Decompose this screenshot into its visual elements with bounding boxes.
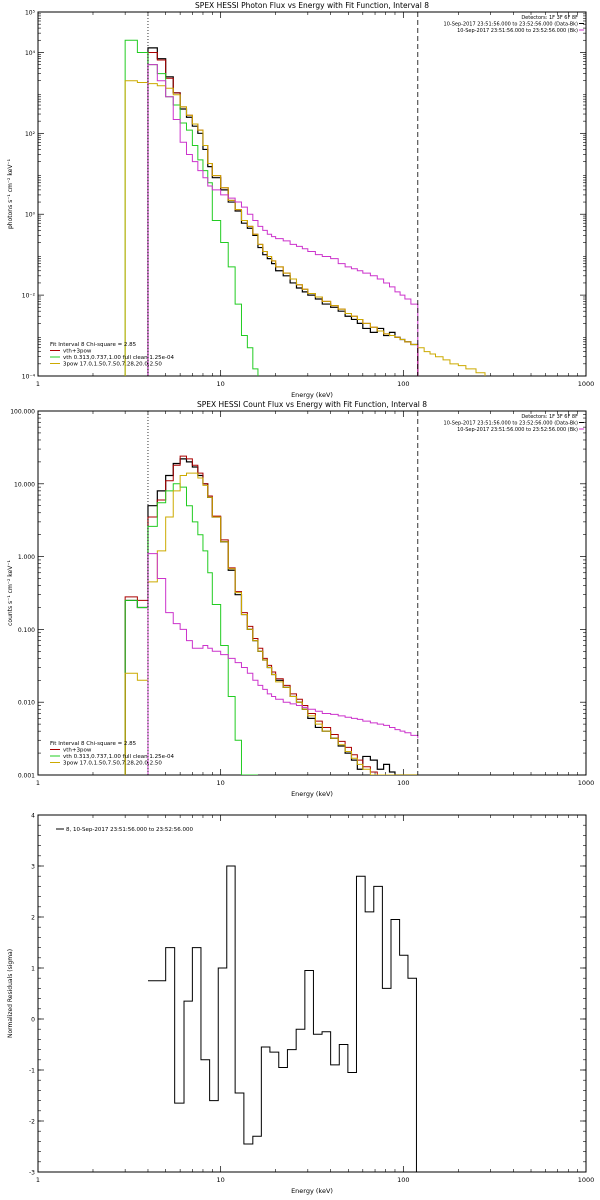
plot-frame bbox=[37, 11, 587, 377]
legend-label: vth+3pow bbox=[63, 748, 92, 754]
y-axis: 10⁻⁴ 10⁻² 10⁰ 10² 10⁴ 10⁵ photons s⁻¹ cm⁻² keV… bbox=[7, 10, 586, 381]
series-background bbox=[147, 64, 419, 376]
y-axis: -3 -2 -1 0 1 2 3 4 Normalized Residuals (sigma) bbox=[7, 813, 586, 1177]
y-axis-label: Normalized Residuals (sigma) bbox=[7, 949, 14, 1038]
x-axis-label: Energy (keV) bbox=[291, 790, 333, 798]
series-residuals bbox=[147, 865, 417, 1172]
x-tick-label: 100 bbox=[397, 1176, 409, 1184]
y-axis: 0.001 0.010 0.100 1.000 10.000 100.000 counts … bbox=[7, 409, 586, 780]
y-axis-label: counts s⁻¹ cm⁻² keV⁻¹ bbox=[7, 560, 14, 626]
series-background bbox=[147, 553, 419, 775]
y-tick-label: -3 bbox=[29, 1170, 35, 1177]
y-tick-label: 10⁻⁴ bbox=[22, 374, 36, 381]
y-tick-label: 10⁻² bbox=[22, 293, 36, 300]
header-line: 10-Sep-2017 23:51:56.000 to 23:52:56.000… bbox=[444, 22, 579, 28]
legend-label: vth 0.313,0.737,1.00 full clean 1.25e-04 bbox=[63, 754, 175, 760]
y-tick-label: -1 bbox=[29, 1068, 35, 1075]
chart-3: 1 10 100 1000 Energy (keV) -3 -2 -1 0 1 2 3 4 Normali… bbox=[7, 813, 594, 1196]
y-tick-label: 10⁴ bbox=[25, 50, 36, 57]
header-line: 10-Sep-2017 23:51:56.000 to 23:52:56.000… bbox=[457, 427, 578, 433]
plot-frame bbox=[37, 410, 587, 776]
legend-label: vth 0.313,0.737,1.00 full clean 1.25e-04 bbox=[63, 355, 175, 361]
x-tick-label: 100 bbox=[397, 380, 409, 388]
y-tick-label: 0 bbox=[31, 1017, 35, 1024]
x-axis-label: Energy (keV) bbox=[291, 1187, 333, 1195]
y-tick-label: 0.001 bbox=[18, 773, 35, 780]
x-tick-label: 1 bbox=[36, 1176, 40, 1184]
legend: Fit Interval 8 Chi-square = 2.85vth+3pow… bbox=[50, 342, 175, 368]
y-tick-label: 10.000 bbox=[14, 481, 35, 488]
header-line: Detectors: 1F 3F 6F 8F bbox=[521, 414, 578, 420]
plot-frame bbox=[37, 814, 587, 1173]
header-line: 10-Sep-2017 23:51:56.000 to 23:52:56.000… bbox=[457, 28, 578, 34]
series-group bbox=[124, 39, 486, 376]
x-tick-label: 1 bbox=[36, 380, 40, 388]
x-tick-label: 10 bbox=[217, 1176, 225, 1184]
legend: 8, 10-Sep-2017 23:51:56.000 to 23:52:56.… bbox=[56, 827, 193, 833]
x-tick-label: 10 bbox=[217, 380, 225, 388]
series-data bbox=[147, 47, 419, 376]
y-tick-label: 10⁵ bbox=[25, 10, 36, 17]
y-tick-label: -2 bbox=[29, 1119, 35, 1126]
chart-1: SPEX HESSI Photon Flux vs Energy with Fi… bbox=[7, 1, 594, 399]
series-3pow bbox=[124, 80, 486, 376]
y-tick-label: 0.010 bbox=[18, 700, 35, 707]
series-fit bbox=[124, 455, 418, 775]
series-vth bbox=[124, 483, 258, 775]
series-group bbox=[124, 455, 419, 775]
fit-label: Fit Interval 8 Chi-square = 2.85 bbox=[50, 741, 137, 747]
x-axis-label: Energy (keV) bbox=[291, 391, 333, 399]
chart-title: SPEX HESSI Photon Flux vs Energy with Fi… bbox=[195, 1, 429, 10]
y-tick-label: 1.000 bbox=[18, 554, 35, 561]
y-tick-label: 100.000 bbox=[10, 409, 35, 416]
y-tick-label: 1 bbox=[31, 966, 35, 973]
header-line: Detectors: 1F 3F 6F 8F bbox=[521, 15, 578, 21]
x-tick-label: 1 bbox=[36, 779, 40, 787]
chart-2: SPEX HESSI Count Flux vs Energy with Fit… bbox=[7, 400, 594, 798]
x-tick-label: 10 bbox=[217, 779, 225, 787]
y-tick-label: 0.100 bbox=[18, 627, 35, 634]
x-tick-label: 100 bbox=[397, 779, 409, 787]
x-axis: 1 10 100 1000 Energy (keV) bbox=[36, 12, 594, 399]
legend-label: 3pow 17.0,1.50,7.50,7.28,20.0,2.50 bbox=[63, 761, 162, 767]
series-data bbox=[124, 458, 418, 775]
legend-label: vth+3pow bbox=[63, 349, 92, 355]
y-tick-label: 10⁰ bbox=[25, 212, 36, 219]
x-axis: 1 10 100 1000 Energy (keV) bbox=[36, 815, 594, 1195]
y-tick-label: 10² bbox=[25, 131, 36, 138]
header-line: 10-Sep-2017 23:51:56.000 to 23:52:56.000… bbox=[444, 421, 579, 427]
legend-label: 8, 10-Sep-2017 23:51:56.000 to 23:52:56.… bbox=[66, 827, 193, 833]
y-axis-label: photons s⁻¹ cm⁻² keV⁻¹ bbox=[7, 158, 14, 229]
x-tick-label: 1000 bbox=[578, 380, 595, 388]
y-tick-label: 2 bbox=[31, 915, 35, 922]
series-group bbox=[147, 865, 417, 1172]
y-tick-label: 4 bbox=[31, 813, 35, 820]
legend-label: 3pow 17.0,1.50,7.50,7.28,20.0,2.50 bbox=[63, 362, 162, 368]
y-tick-label: 3 bbox=[31, 864, 35, 871]
x-tick-label: 1000 bbox=[578, 779, 595, 787]
fit-label: Fit Interval 8 Chi-square = 2.85 bbox=[50, 342, 137, 348]
x-axis: 1 10 100 1000 Energy (keV) bbox=[36, 411, 594, 798]
series-vth bbox=[124, 39, 259, 376]
chart-title: SPEX HESSI Count Flux vs Energy with Fit… bbox=[197, 400, 427, 409]
series-3pow bbox=[124, 472, 418, 775]
legend: Fit Interval 8 Chi-square = 2.85vth+3pow… bbox=[50, 741, 175, 767]
x-tick-label: 1000 bbox=[578, 1176, 595, 1184]
